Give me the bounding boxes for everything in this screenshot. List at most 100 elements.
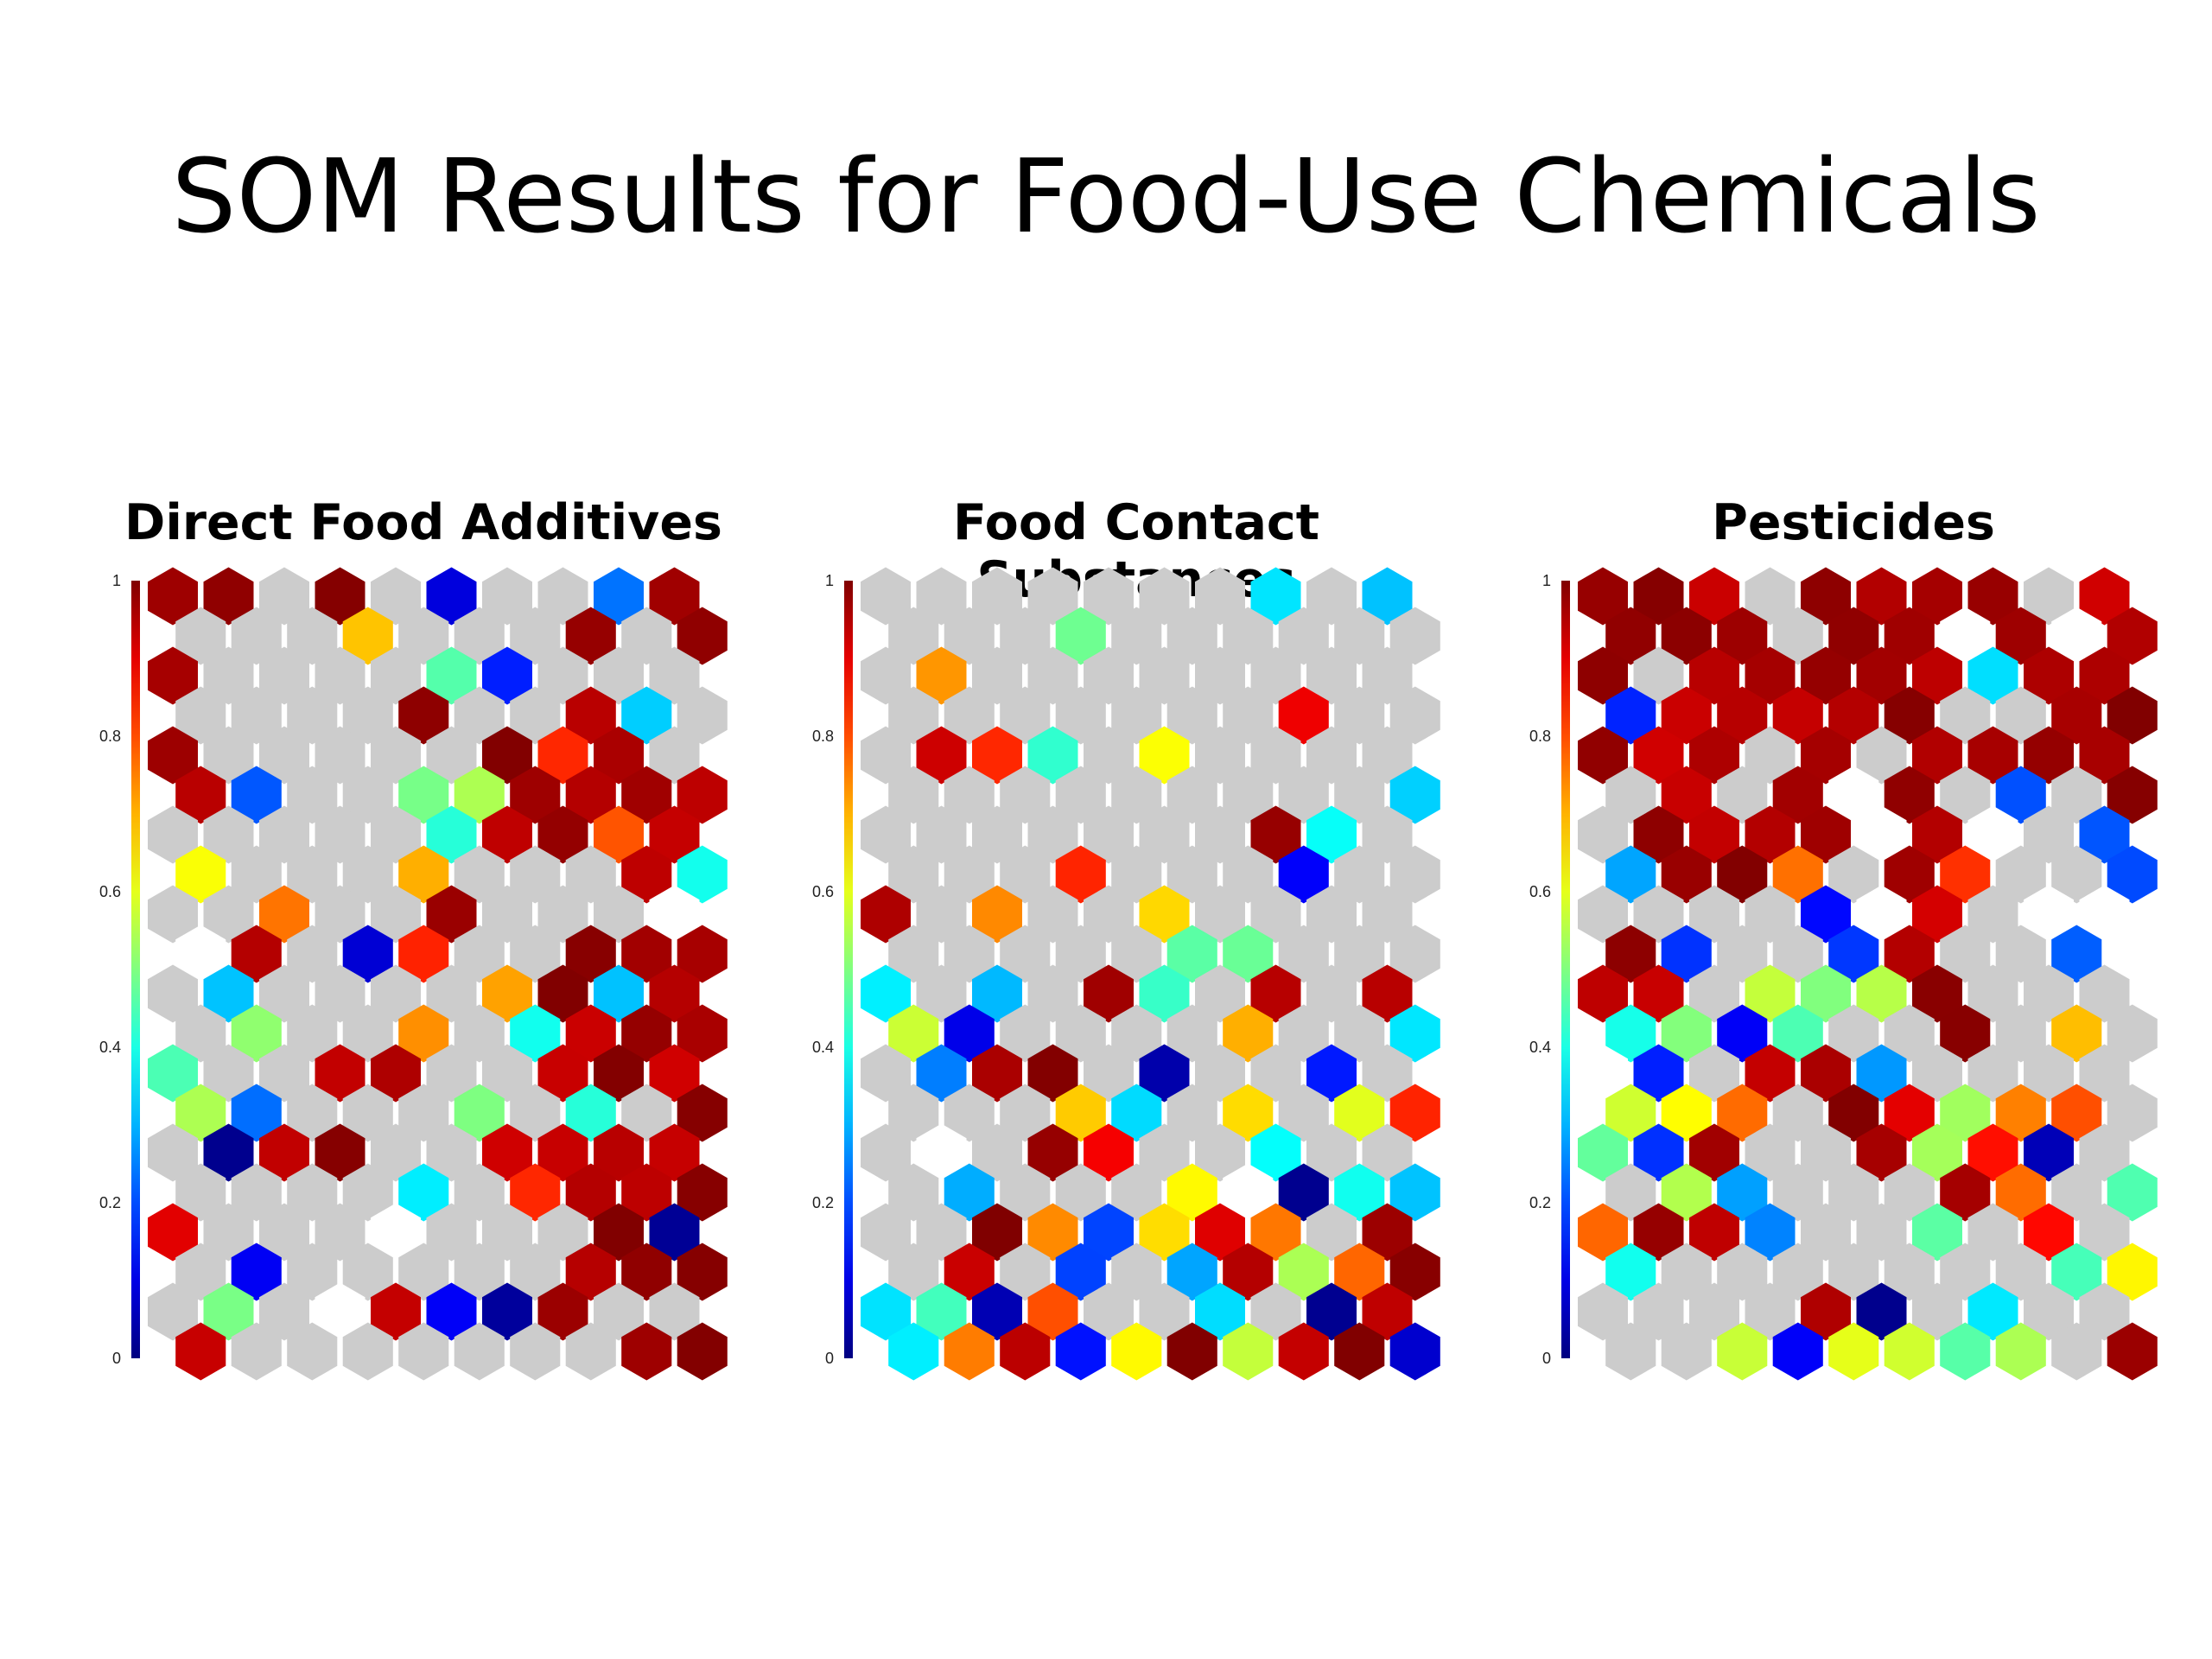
som-hex-cell xyxy=(371,964,421,1023)
som-hex-cell xyxy=(1389,845,1440,904)
som-hex-cell xyxy=(510,686,561,745)
som-hex-cell xyxy=(537,567,588,626)
som-hex-cell xyxy=(2024,885,2074,944)
som-hex-cell xyxy=(342,1322,393,1381)
som-hex-cell xyxy=(565,925,616,983)
som-hex-cell xyxy=(315,964,365,1023)
som-hex-cell xyxy=(916,1123,967,1182)
som-hex-cell xyxy=(649,1044,700,1103)
som-hex-cell xyxy=(510,925,561,983)
som-hex-cell xyxy=(1578,1282,1628,1341)
som-hex-cell xyxy=(482,726,532,785)
som-hex-cell xyxy=(1139,885,1190,944)
som-hex-cell xyxy=(1362,1044,1413,1103)
som-hex-cell xyxy=(537,1282,588,1341)
som-hex-cell xyxy=(1362,805,1413,864)
som-hex-cell xyxy=(1828,1163,1879,1222)
som-hex-cell xyxy=(1250,1123,1301,1182)
som-hex-cell xyxy=(1884,766,1935,824)
som-hex-cell xyxy=(148,726,198,785)
som-hex-cell xyxy=(1856,885,1907,944)
som-hex-cell xyxy=(1250,885,1301,944)
som-hex-cell xyxy=(426,1282,477,1341)
som-hex-cell xyxy=(203,1282,254,1341)
som-hex-cell xyxy=(398,845,449,904)
som-hex-cell xyxy=(594,1044,644,1103)
som-hex-cell xyxy=(916,805,967,864)
som-hex-cell xyxy=(1995,1084,2046,1142)
som-hex-cell xyxy=(2107,1322,2158,1381)
som-hex-cell xyxy=(1055,1004,1106,1063)
som-hex-cell xyxy=(944,1163,995,1222)
som-hex-cell xyxy=(1362,567,1413,626)
som-hex-cell xyxy=(888,1084,939,1142)
som-hex-cell xyxy=(426,885,477,944)
som-hex-cell xyxy=(2051,1163,2102,1222)
som-hex-cell xyxy=(1000,925,1051,983)
som-hex-cell xyxy=(1745,1282,1796,1341)
som-hex-cell xyxy=(565,1084,616,1142)
som-hex-cell xyxy=(916,885,967,944)
som-hex-cell xyxy=(1306,1282,1357,1341)
som-hex-cell xyxy=(1084,805,1134,864)
som-hex-cell xyxy=(454,1322,505,1381)
som-hex-cell xyxy=(1745,646,1796,705)
som-hex-cell xyxy=(510,766,561,824)
som-hex-cell xyxy=(1995,1004,2046,1063)
panel-direct-food-additives: Direct Food Additives 1 0.8 0.6 0.4 0.2 0 xyxy=(86,484,760,1434)
som-hex-cell xyxy=(1250,964,1301,1023)
som-hex-cell xyxy=(1578,567,1628,626)
som-hex-cell xyxy=(649,805,700,864)
som-hex-cell xyxy=(1111,766,1162,824)
som-hex-cell xyxy=(1578,805,1628,864)
som-hex-cell xyxy=(537,726,588,785)
som-hex-cell xyxy=(259,1044,309,1103)
som-hex-cell xyxy=(1111,1243,1162,1301)
som-hex-cell xyxy=(1717,845,1768,904)
som-hex-cell xyxy=(342,1163,393,1222)
som-hex-cell xyxy=(1745,1203,1796,1262)
som-hex-cell xyxy=(231,1004,282,1063)
som-hex-cell xyxy=(1605,686,1656,745)
som-hex-cell xyxy=(861,1203,911,1262)
som-hex-cell xyxy=(1856,567,1907,626)
som-hex-cell xyxy=(916,726,967,785)
som-hex-cell xyxy=(1605,1163,1656,1222)
som-hex-cell xyxy=(1027,1203,1078,1262)
som-hex-cell xyxy=(2107,686,2158,745)
som-hex-cell xyxy=(342,686,393,745)
som-hex-cell xyxy=(1912,1044,1962,1103)
som-hex-cell xyxy=(916,1203,967,1262)
som-hex-cell xyxy=(1745,805,1796,864)
som-hex-cell xyxy=(1661,925,1712,983)
som-hex-cell xyxy=(203,1123,254,1182)
som-hex-cell xyxy=(1389,607,1440,665)
som-hex-cell xyxy=(1995,686,2046,745)
som-hex-cell xyxy=(1084,964,1134,1023)
som-hex-cell xyxy=(1389,1163,1440,1222)
som-hex-cell xyxy=(1940,1004,1991,1063)
som-hex-cell xyxy=(2079,805,2130,864)
som-hex-cell xyxy=(1139,726,1190,785)
som-hex-cell xyxy=(1605,925,1656,983)
som-hex-cell xyxy=(287,1004,338,1063)
som-hex-cell xyxy=(1661,1243,1712,1301)
som-hex-cell xyxy=(1055,607,1106,665)
som-hex-cell xyxy=(1912,964,1962,1023)
colorbar-tick-label: 0.2 xyxy=(812,1194,834,1211)
som-hex-cell xyxy=(1027,805,1078,864)
som-hex-cell xyxy=(482,1123,532,1182)
som-hex-cell xyxy=(1801,1044,1851,1103)
som-hex-cell xyxy=(1884,607,1935,665)
som-hex-cell xyxy=(1605,766,1656,824)
som-hex-cell xyxy=(1661,607,1712,665)
som-hex-cell xyxy=(1306,885,1357,944)
som-hex-cell xyxy=(2051,766,2102,824)
som-hex-cell xyxy=(1334,925,1385,983)
som-hex-cell xyxy=(1195,1123,1245,1182)
som-hex-cell xyxy=(2051,925,2102,983)
som-hex-cell xyxy=(649,1123,700,1182)
som-hex-cell xyxy=(259,646,309,705)
som-hex-cell xyxy=(1605,1243,1656,1301)
panel-title: Direct Food Additives xyxy=(124,494,722,551)
